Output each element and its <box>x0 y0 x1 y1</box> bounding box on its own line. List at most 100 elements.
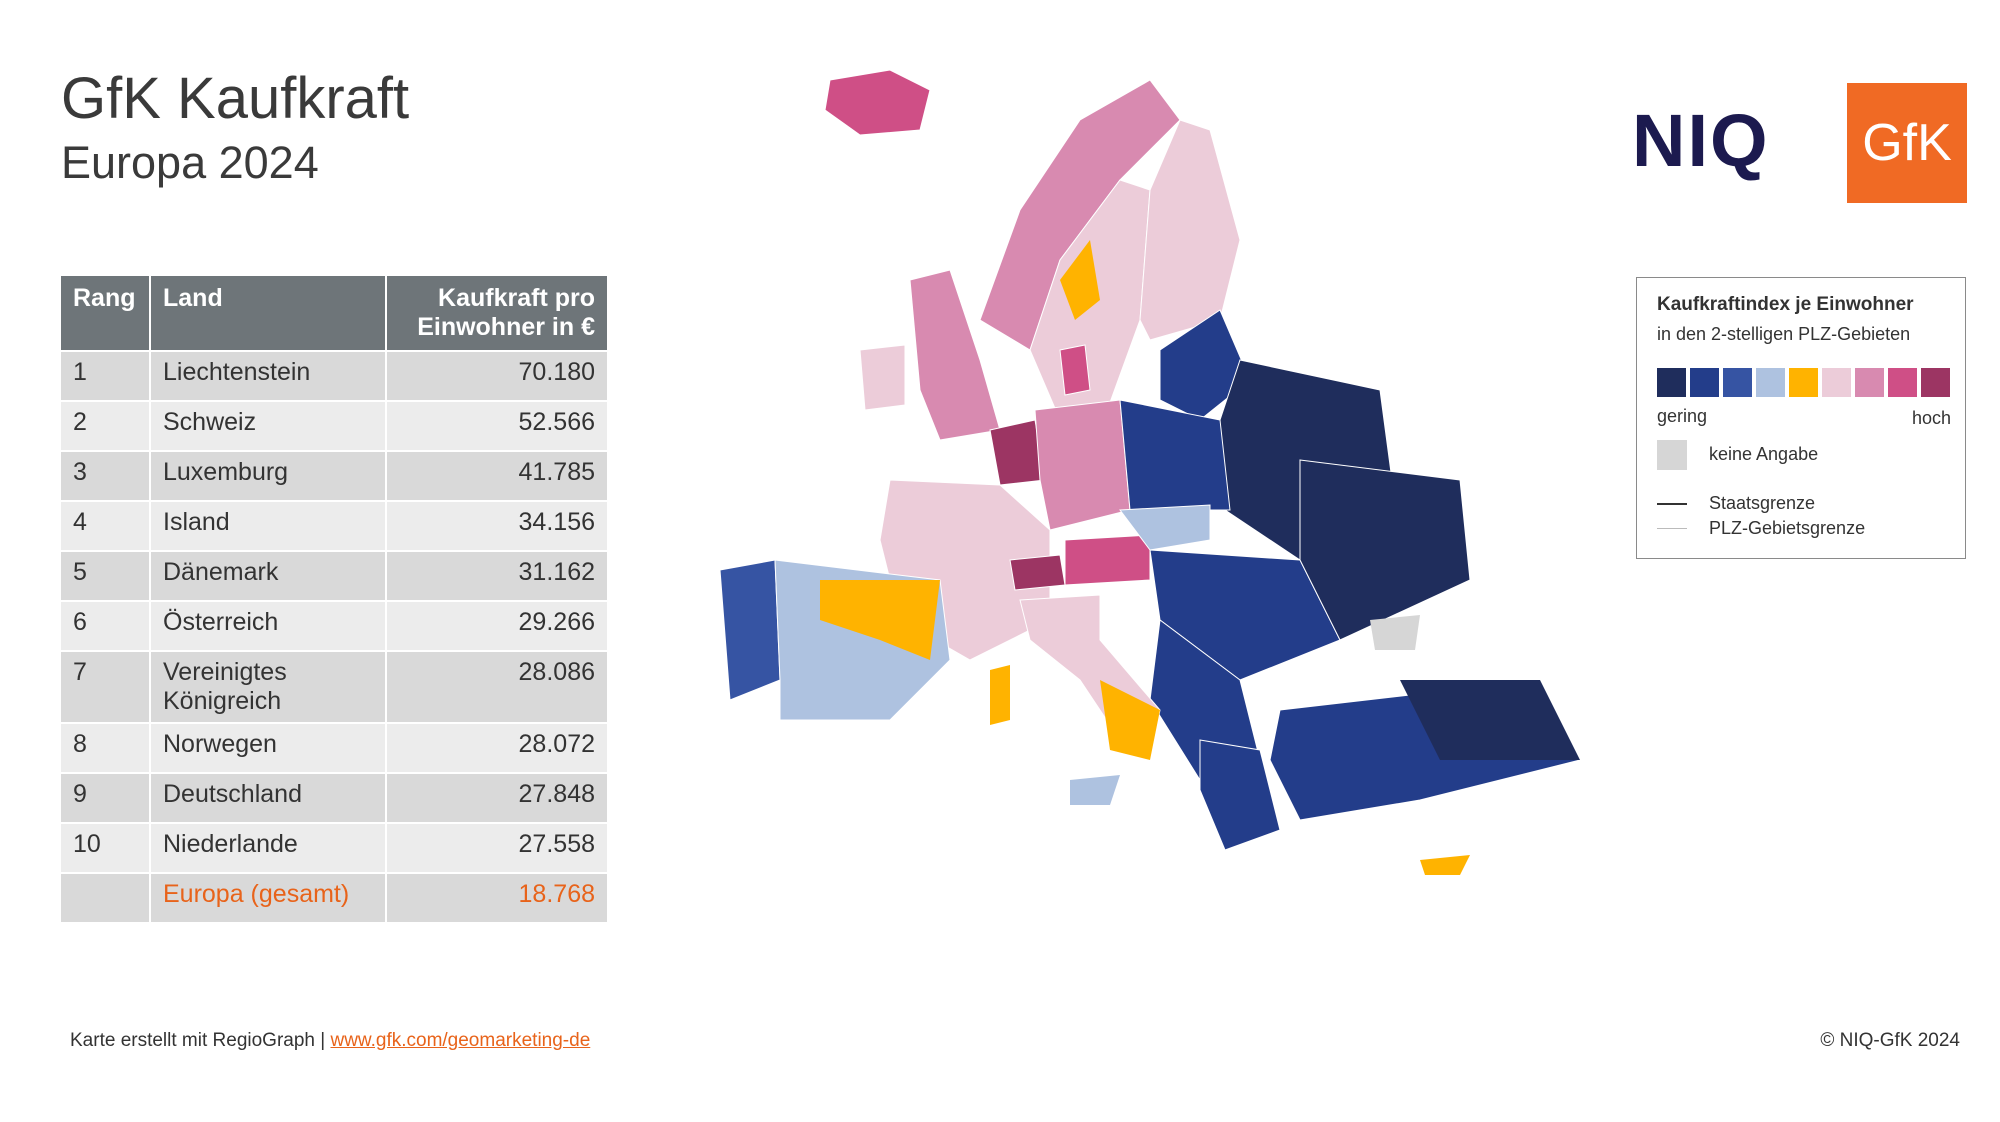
cell-country: Liechtenstein <box>150 350 387 401</box>
region-sardinia <box>990 665 1010 725</box>
legend-no-data-label: keine Angabe <box>1709 444 1819 464</box>
legend-state-border-label: Staatsgrenze <box>1709 493 1816 513</box>
cell-rank: 8 <box>61 722 151 773</box>
cell-rank: 3 <box>61 450 151 501</box>
region-italy-south <box>1100 680 1160 760</box>
cell-country: Deutschland <box>150 772 387 823</box>
region-ireland <box>859 344 906 411</box>
table-row: 10 Niederlande 27.558 <box>61 822 607 873</box>
column-header-value: Kaufkraft pro Einwohner in € <box>386 276 607 351</box>
legend-no-data-swatch <box>1657 440 1687 470</box>
region-denmark <box>1059 344 1091 396</box>
footer-link[interactable]: www.gfk.com/geomarketing-de <box>330 1030 591 1051</box>
table-row: 8 Norwegen 28.072 <box>61 722 607 773</box>
legend-swatch <box>1657 368 1686 397</box>
column-header-country: Land <box>150 276 387 351</box>
gfk-logo: GfK <box>1847 83 1967 203</box>
region-austria <box>1064 534 1151 586</box>
cell-rank: 2 <box>61 400 151 451</box>
page-title: GfK Kaufkraft <box>61 66 410 131</box>
legend-plz-border-label: PLZ-Gebietsgrenze <box>1709 518 1866 538</box>
table-row: 6 Österreich 29.266 <box>61 600 607 651</box>
region-greece <box>1199 739 1281 851</box>
region-cyprus <box>1420 855 1470 875</box>
region-switzerland <box>1009 554 1066 591</box>
legend-swatch <box>1690 368 1719 397</box>
region-iceland <box>824 69 931 136</box>
niq-logo: NIQ <box>1632 99 1770 182</box>
table-row: 4 Island 34.156 <box>61 500 607 551</box>
cell-value: 29.266 <box>386 600 607 651</box>
region-baltics <box>1159 309 1251 421</box>
legend-swatch <box>1723 368 1752 397</box>
cell-value: 27.558 <box>386 822 607 873</box>
table-body: 1 Liechtenstein 70.180 2 Schweiz 52.566 3 Luxem… <box>61 350 607 922</box>
cell-country: Luxemburg <box>150 450 387 501</box>
ranking-table: Rang Land Kaufkraft pro Einwohner in € 1… <box>61 276 607 922</box>
legend-swatch <box>1888 368 1917 397</box>
table-row: 1 Liechtenstein 70.180 <box>61 350 607 401</box>
cell-country: Island <box>150 500 387 551</box>
legend-color-scale <box>1657 368 1950 397</box>
cell-country: Vereinigtes Königreich <box>150 650 387 723</box>
cell-country: Niederlande <box>150 822 387 873</box>
region-spain-yellow <box>820 580 940 660</box>
region-germany <box>1034 399 1131 531</box>
region-sicily <box>1070 775 1120 805</box>
legend-swatch <box>1822 368 1851 397</box>
column-header-rank: Rang <box>61 276 151 351</box>
cell-rank: 4 <box>61 500 151 551</box>
region-ukraine <box>1299 459 1471 641</box>
region-sweden-yellow <box>1060 240 1100 320</box>
region-crimea <box>1370 615 1420 650</box>
footer-copyright: © NIQ-GfK 2024 <box>1820 1030 1960 1051</box>
europe-map <box>719 69 1581 875</box>
legend-subtitle: in den 2-stelligen PLZ-Gebieten <box>1657 324 1911 344</box>
table-row: 3 Luxemburg 41.785 <box>61 450 607 501</box>
region-czech <box>1119 504 1211 551</box>
table-header-row: Rang Land Kaufkraft pro Einwohner in € <box>61 276 607 351</box>
legend-low-label: gering <box>1657 406 1708 426</box>
cell-value: 28.086 <box>386 650 607 723</box>
cell-country: Österreich <box>150 600 387 651</box>
cell-value: 34.156 <box>386 500 607 551</box>
cell-rank: 7 <box>61 650 151 723</box>
cell-country: Schweiz <box>150 400 387 451</box>
cell-value: 70.180 <box>386 350 607 401</box>
total-country: Europa (gesamt) <box>150 872 387 922</box>
cell-country: Norwegen <box>150 722 387 773</box>
cell-rank: 5 <box>61 550 151 601</box>
cell-rank: 6 <box>61 600 151 651</box>
cell-value: 28.072 <box>386 722 607 773</box>
legend-swatch <box>1789 368 1818 397</box>
legend-title: Kaufkraftindex je Einwohner <box>1657 294 1914 315</box>
cell-rank: 1 <box>61 350 151 401</box>
table-total-row: Europa (gesamt) 18.768 <box>61 872 607 922</box>
region-portugal <box>719 559 781 701</box>
cell-value: 52.566 <box>386 400 607 451</box>
region-poland <box>1119 399 1231 511</box>
table-row: 5 Dänemark 31.162 <box>61 550 607 601</box>
region-finland <box>1139 119 1241 341</box>
total-rank <box>61 872 151 922</box>
region-uk <box>909 269 1001 441</box>
table-row: 9 Deutschland 27.848 <box>61 772 607 823</box>
legend-swatch <box>1756 368 1785 397</box>
region-turkey-east <box>1400 680 1580 760</box>
total-value: 18.768 <box>386 872 607 922</box>
legend-plz-border-line <box>1657 528 1687 529</box>
cell-rank: 10 <box>61 822 151 873</box>
legend-swatch <box>1921 368 1950 397</box>
map-legend: Kaufkraftindex je Einwohner in den 2-ste… <box>1636 277 1966 559</box>
cell-value: 41.785 <box>386 450 607 501</box>
table-row: 2 Schweiz 52.566 <box>61 400 607 451</box>
cell-value: 31.162 <box>386 550 607 601</box>
page-subtitle: Europa 2024 <box>61 137 319 188</box>
cell-value: 27.848 <box>386 772 607 823</box>
legend-state-border-line <box>1657 503 1687 505</box>
table-row: 7 Vereinigtes Königreich 28.086 <box>61 650 607 723</box>
legend-high-label: hoch <box>1911 408 1951 428</box>
footer-source: Karte erstellt mit RegioGraph | www.gfk.… <box>70 1030 590 1052</box>
legend-swatch <box>1855 368 1884 397</box>
cell-country: Dänemark <box>150 550 387 601</box>
